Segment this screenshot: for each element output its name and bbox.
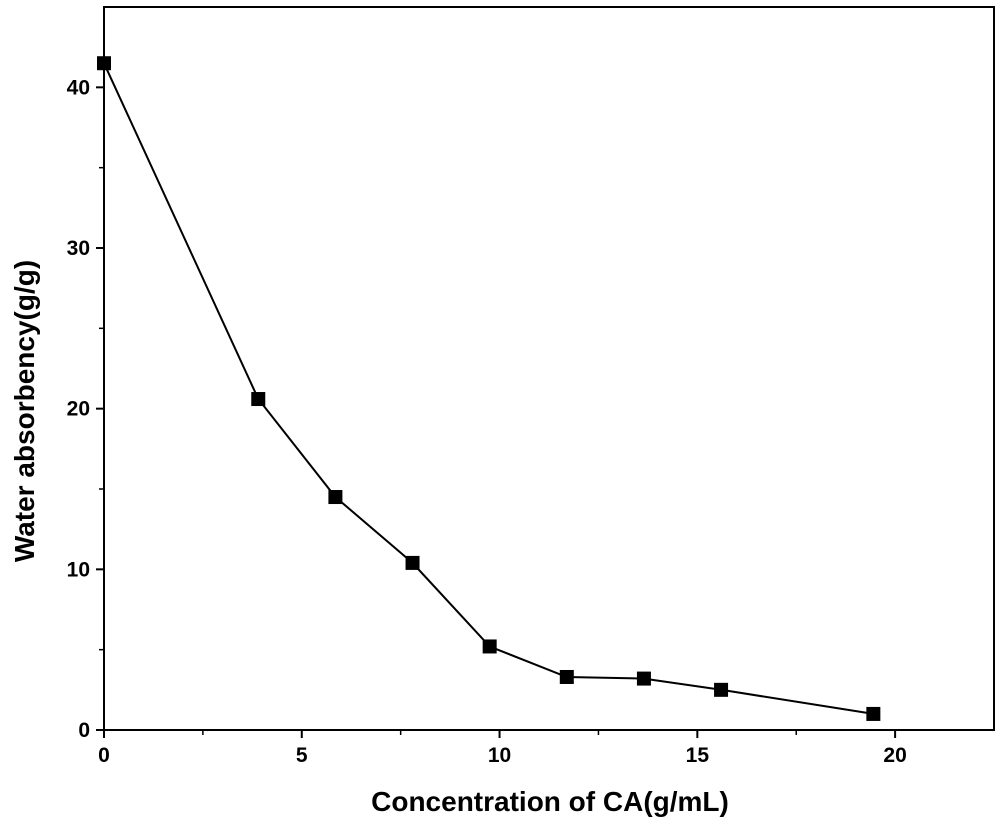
data-point (559, 669, 574, 684)
y-tick-label: 0 (78, 719, 90, 742)
data-point (482, 639, 497, 654)
data-point (97, 56, 111, 71)
series-line (103, 62, 874, 715)
plot-frame (103, 6, 995, 731)
plot-border (103, 6, 995, 731)
data-point (714, 682, 729, 697)
x-axis-title: Concentration of CA(g/mL) (371, 786, 729, 817)
y-axis-title: Water absorbency(g/g) (9, 260, 40, 562)
data-point (251, 392, 266, 407)
x-axis-ticks: 0 5 10 15 20 (98, 730, 907, 767)
data-point (866, 706, 881, 721)
series-lines (103, 62, 874, 715)
y-tick-label: 10 (67, 558, 90, 581)
y-axis-ticks: 0 10 20 30 40 (67, 76, 104, 742)
data-point (405, 555, 420, 570)
data-point (636, 671, 651, 686)
x-tick-label: 0 (98, 744, 110, 767)
series-points (97, 56, 881, 721)
x-tick-label: 15 (686, 744, 710, 767)
y-tick-label: 30 (67, 237, 90, 260)
x-tick-label: 5 (296, 744, 308, 767)
y-tick-label: 20 (67, 398, 90, 421)
y-tick-label: 40 (67, 76, 90, 99)
x-tick-label: 20 (883, 744, 906, 767)
x-tick-label: 10 (488, 744, 511, 767)
data-point (328, 490, 343, 505)
